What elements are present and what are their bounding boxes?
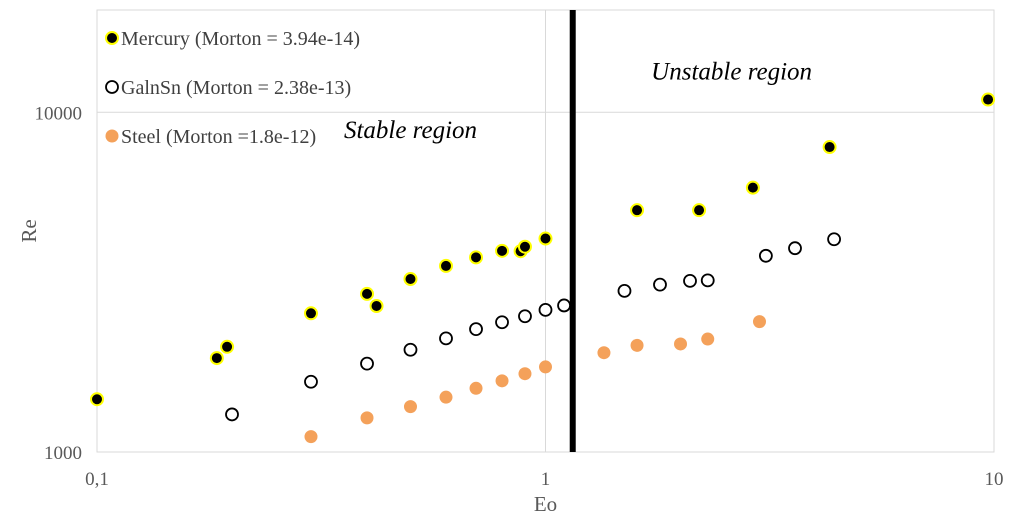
- data-point: [758, 248, 773, 263]
- x-axis-title: Eo: [534, 492, 557, 516]
- region-label: Stable region: [344, 117, 477, 144]
- data-point: [360, 286, 375, 301]
- axis-ticks: 0,1 1 10 1000 10000: [35, 103, 1004, 490]
- data-point: [469, 322, 483, 337]
- data-point: [692, 203, 707, 218]
- legend-entry: GalnSn (Morton = 2.38e-13): [121, 77, 351, 99]
- data-point: [981, 92, 996, 107]
- data-point: [745, 180, 760, 195]
- region-annotations: Unstable region Stable region: [344, 58, 812, 144]
- data-point: [90, 392, 104, 407]
- data-point: [225, 407, 239, 422]
- series-2: [225, 232, 841, 422]
- data-point: [303, 306, 318, 321]
- y-tick-label: 10000: [35, 103, 83, 124]
- data-point: [538, 302, 553, 317]
- data-point: [469, 381, 483, 395]
- data-point: [788, 241, 802, 256]
- data-point: [304, 430, 318, 444]
- data-point: [700, 273, 715, 288]
- data-point: [220, 339, 235, 354]
- legend: Mercury (Morton = 3.94e-14) GalnSn (Morto…: [105, 28, 360, 148]
- legend-marker: [105, 80, 119, 94]
- data-point: [653, 277, 667, 292]
- data-point: [630, 203, 645, 218]
- x-tick-label: 0,1: [85, 469, 109, 490]
- legend-entry: Mercury (Morton = 3.94e-14): [121, 28, 360, 50]
- data-point: [495, 315, 509, 330]
- data-point: [209, 351, 224, 366]
- data-point: [538, 231, 553, 246]
- data-point: [752, 315, 766, 329]
- data-point: [539, 360, 552, 374]
- data-point: [304, 374, 318, 389]
- data-point: [369, 298, 384, 313]
- x-tick-label: 10: [985, 469, 1004, 490]
- series-3: [304, 315, 766, 444]
- data-point: [403, 342, 418, 357]
- data-point: [495, 374, 509, 388]
- data-point: [360, 356, 374, 371]
- data-point: [439, 331, 453, 346]
- data-point: [403, 272, 418, 287]
- data-point: [683, 273, 697, 288]
- data-point: [827, 232, 841, 247]
- data-point: [557, 298, 571, 313]
- data-point: [469, 250, 484, 265]
- data-point: [360, 411, 374, 425]
- data-point: [495, 243, 510, 258]
- y-tick-label: 1000: [44, 443, 82, 464]
- data-point: [701, 332, 715, 346]
- data-point: [439, 390, 453, 404]
- data-point: [517, 239, 532, 254]
- data-point: [597, 346, 611, 360]
- legend-marker: [105, 31, 119, 45]
- data-points: [90, 92, 996, 444]
- legend-marker: [105, 129, 119, 143]
- y-axis-title: Re: [17, 219, 41, 242]
- data-point: [439, 258, 454, 273]
- data-point: [674, 337, 688, 351]
- x-tick-label: 1: [541, 469, 551, 490]
- data-point: [630, 338, 644, 352]
- data-point: [617, 283, 632, 298]
- series-1: [90, 92, 996, 407]
- data-point: [822, 140, 837, 155]
- region-label: Unstable region: [651, 58, 812, 85]
- data-point: [403, 400, 417, 414]
- plot-area-border: [96, 9, 995, 453]
- data-point: [518, 309, 532, 324]
- data-point: [518, 367, 532, 381]
- legend-entry: Steel (Morton =1.8e-12): [121, 126, 316, 148]
